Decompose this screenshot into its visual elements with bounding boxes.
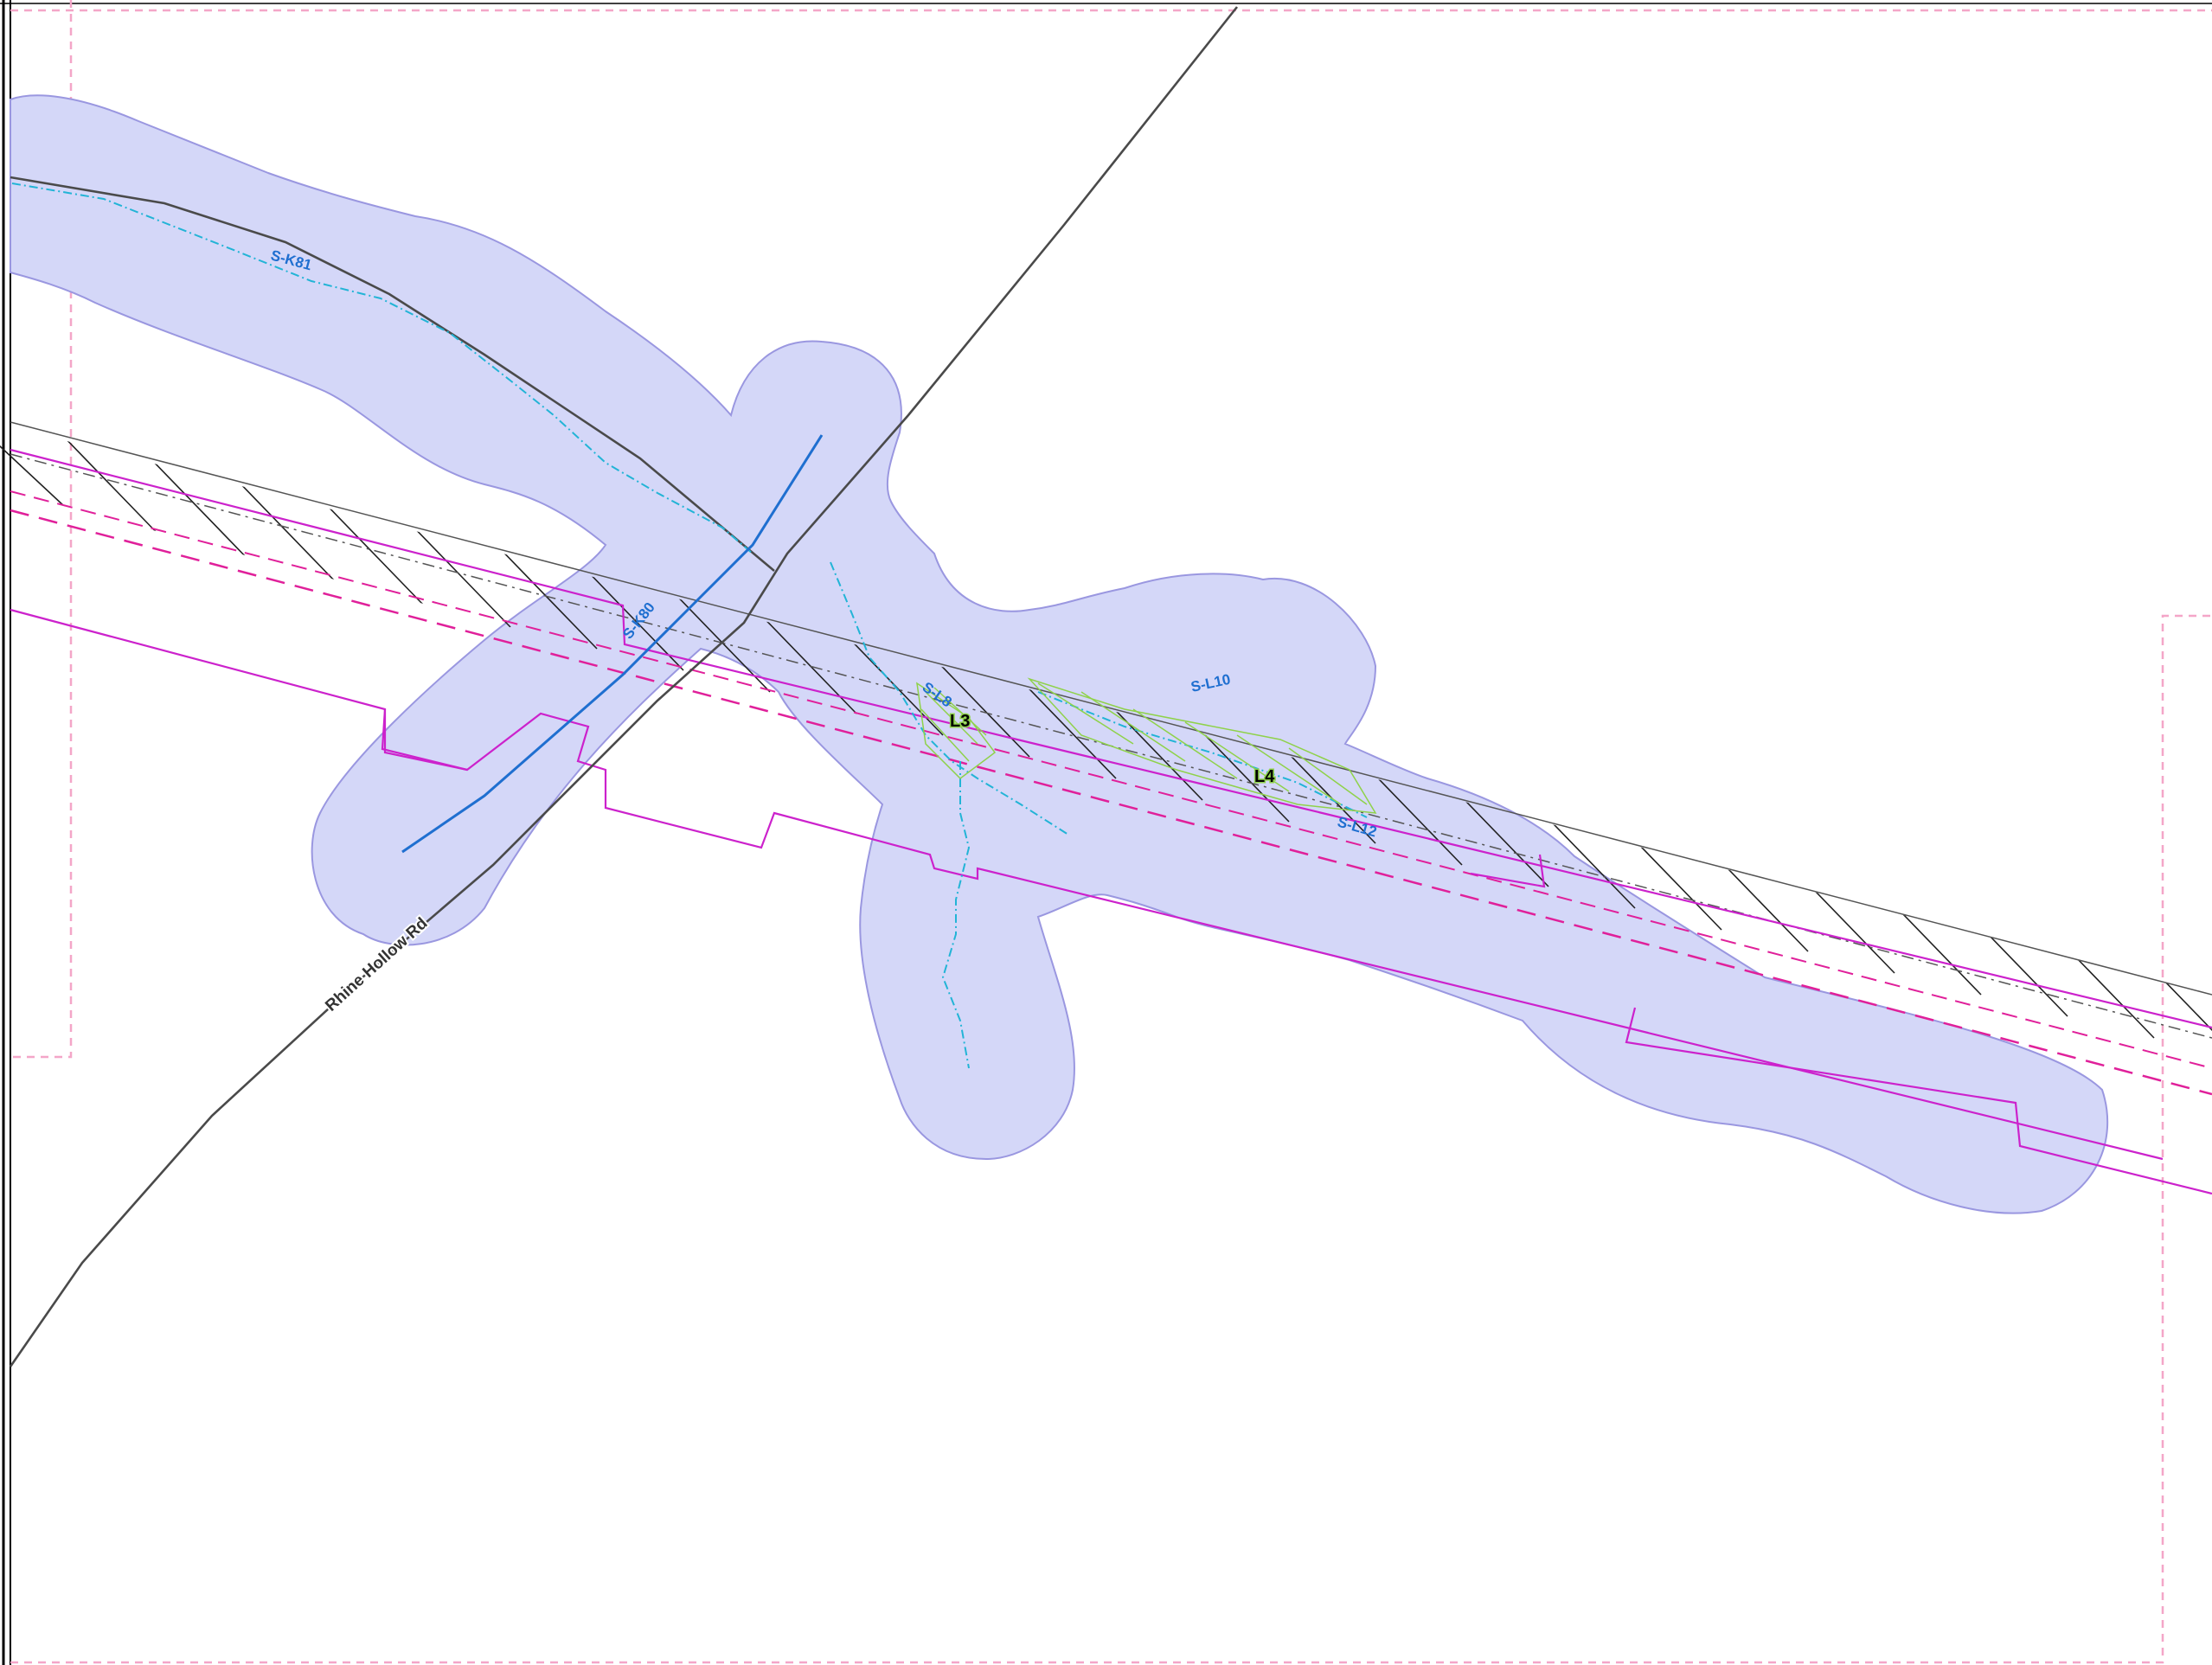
wetland-areas <box>916 677 1377 814</box>
wetland-label-l4: L4 <box>1254 767 1275 786</box>
stream-s-l8-branch <box>941 761 971 1069</box>
road-rhine-hollow <box>9 6 1239 1367</box>
stream-s-l8 <box>830 561 1069 836</box>
buffer-zone <box>10 94 2109 1214</box>
row-dashed-lines <box>10 490 2212 1096</box>
stream-s-k81 <box>11 183 753 554</box>
streams <box>11 183 1368 1069</box>
sheet-boundary <box>10 0 2212 1664</box>
stream-s-l12 <box>1037 691 1368 818</box>
parcel-lines <box>10 448 2212 1195</box>
stream-s-k80 <box>401 434 824 854</box>
wetland-label-l3: L3 <box>950 712 970 731</box>
